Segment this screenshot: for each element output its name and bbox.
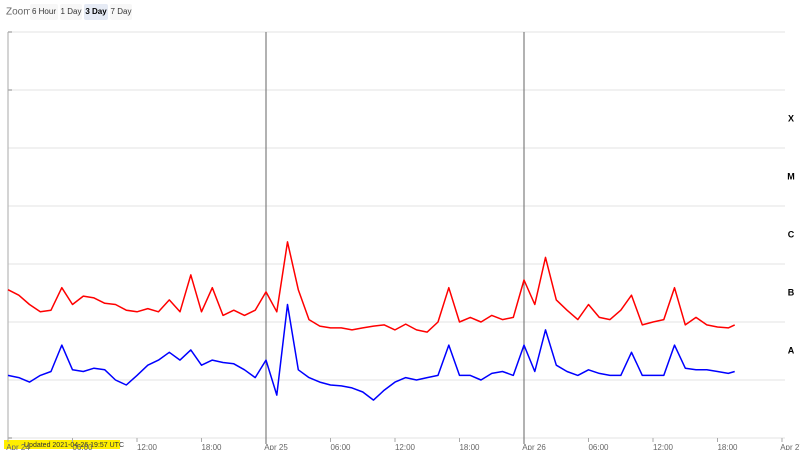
y-tick-label: C [788,229,795,239]
zoom-button-label[interactable]: 3 Day [85,7,107,16]
y-tick-label: B [788,287,795,297]
x-tick-label: Apr 25 [264,443,288,450]
zoom-button[interactable] [60,4,82,20]
x-tick-label: 06:00 [72,443,93,450]
x-tick-label: Apr 27 [780,443,800,450]
x-tick-label: 18:00 [201,443,222,450]
footer-badge [4,440,120,449]
zoom-label: Zoom [6,7,32,18]
x-tick-label: 12:00 [395,443,416,450]
x-tick-label: 18:00 [717,443,738,450]
y-tick-label: X [788,113,794,123]
zoom-button-label[interactable]: 1 Day [61,7,82,16]
x-tick-label: Apr 24 [6,443,30,450]
zoom-button[interactable] [30,4,58,20]
series-line [7,303,735,401]
series-line [7,241,736,333]
zoom-button[interactable] [84,4,108,20]
footer: Updated 2021-04-26 19:57 UTC [24,442,124,449]
zoom-button[interactable] [110,4,132,20]
x-tick-label: 18:00 [459,443,480,450]
x-tick-label: 06:00 [588,443,609,450]
x-tick-label: 12:00 [137,443,158,450]
x-tick-label: Apr 26 [522,443,546,450]
zoom-button-label[interactable]: 6 Hour [32,7,56,16]
x-tick-label: 06:00 [330,443,351,450]
x-tick-label: 12:00 [653,443,674,450]
y-tick-label: A [788,345,795,355]
y-tick-label: M [787,171,795,181]
zoom-button-label[interactable]: 7 Day [111,7,132,16]
